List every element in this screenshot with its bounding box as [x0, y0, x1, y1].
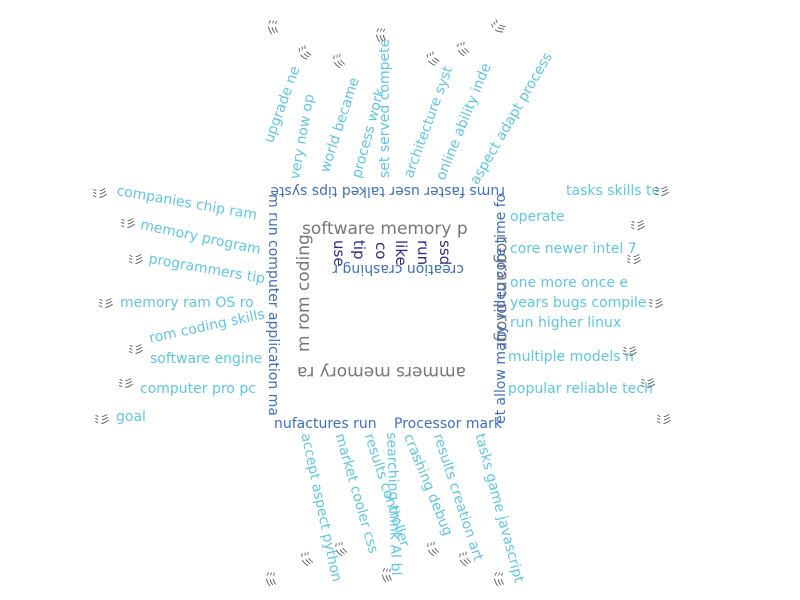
bottom-word: searching think AI bl	[383, 431, 404, 576]
edge-bottom-right-text: Processor mark	[394, 416, 502, 432]
left-word: computer pro pc	[140, 381, 256, 397]
edge-right-text: et allow many video core time fo	[493, 193, 509, 424]
top-word: very now op	[287, 92, 318, 181]
word-cluster-icon: ﾐ彡	[92, 187, 109, 200]
word-cluster-icon: ﾐ彡	[120, 217, 137, 230]
core-inner-word: creation crashing r	[332, 261, 464, 277]
right-word: one more once e	[510, 275, 629, 291]
word-cluster-icon: ﾐ彡	[263, 571, 277, 588]
word-cluster-icon: ﾐ彡	[294, 43, 315, 64]
right-word: run higher linux	[510, 315, 622, 331]
right-word: years bugs compile	[510, 295, 647, 311]
word-cluster-icon: ﾐ彡	[656, 413, 673, 426]
left-word: memory ram OS ro	[120, 295, 254, 311]
core-bottom-text: ammers memory ra	[296, 362, 466, 382]
core-left-text: m rom coding	[294, 234, 314, 352]
edge-top-text: rums faster user talked tips syste	[270, 183, 505, 199]
core-inner-word: co	[372, 242, 390, 260]
left-word: goal	[116, 409, 146, 425]
right-word: tasks skills te	[566, 183, 661, 199]
left-word: software engine	[150, 351, 263, 367]
edge-left-text: m run computer application ma	[265, 194, 281, 416]
word-cluster-icon: ﾐ彡	[128, 343, 145, 356]
word-cluster-icon: ﾐ彡	[379, 567, 393, 584]
word-cluster-icon: ﾐ彡	[453, 39, 472, 60]
left-word: memory program	[138, 217, 263, 259]
word-cluster-icon: ﾐ彡	[491, 571, 505, 588]
word-cluster-icon: ﾐ彡	[297, 549, 316, 570]
right-word: core newer intel 7	[510, 241, 637, 257]
word-cluster-icon: ﾐ彡	[128, 253, 145, 266]
word-cluster-icon: ﾐ彡	[630, 219, 647, 232]
word-cluster-icon: ﾐ彡	[423, 539, 442, 560]
edge-bottom-left-text: nufactures run	[274, 416, 377, 432]
word-cluster-icon: ﾐ彡	[98, 297, 115, 310]
word-cluster-icon: ﾐ彡	[422, 49, 443, 70]
core-top-text: software memory p	[302, 219, 468, 239]
top-word: set served compete	[377, 38, 393, 178]
word-cluster-icon: ﾐ彡	[118, 377, 135, 390]
right-word: multiple models n	[508, 349, 634, 365]
word-cluster-icon: ﾐ彡	[640, 377, 657, 390]
core-inner-word: tip	[350, 240, 368, 260]
left-word: companies chip ram	[115, 183, 259, 224]
word-cluster-icon: ﾐ彡	[94, 413, 111, 426]
word-cluster-icon: ﾐ彡	[626, 253, 643, 266]
left-word: programmers tip	[147, 251, 267, 288]
word-cluster-icon: ﾐ彡	[373, 27, 387, 44]
word-cluster-icon: ﾐ彡	[654, 185, 671, 198]
word-cluster-icon: ﾐ彡	[329, 51, 348, 72]
left-word: rom coding skills	[147, 306, 267, 347]
word-cluster-icon: ﾐ彡	[622, 345, 639, 358]
word-cluster-icon: ﾐ彡	[648, 297, 665, 310]
word-cluster-icon: ﾐ彡	[487, 17, 509, 38]
bottom-word: tasks game javascript	[471, 431, 527, 585]
right-word: popular reliable tech	[508, 381, 653, 397]
word-cluster-icon: ﾐ彡	[265, 19, 279, 36]
right-word: operate	[510, 209, 565, 225]
